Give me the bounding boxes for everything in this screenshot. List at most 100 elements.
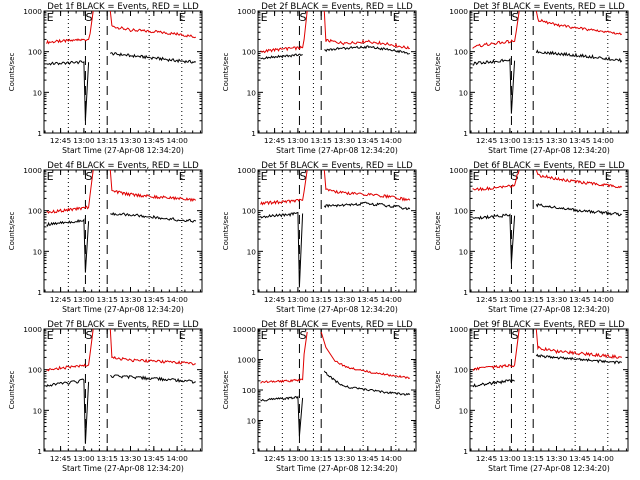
y-tick-label: 10 [459,247,469,256]
series-lld-segment [46,328,94,372]
series-events-segment [110,374,196,384]
panel-det-6: Det 6f BLACK = Events, RED = LLD Counts/s… [434,161,629,314]
x-tick-label: 14:00 [380,454,402,463]
x-tick-label: 13:00 [499,454,521,463]
plot-frame [469,10,629,134]
x-tick-label: 13:15 [523,295,545,304]
marker-e: E [179,11,186,24]
x-tick-label: 13:45 [357,454,379,463]
panel-title: Det 3f BLACK = Events, RED = LLD [473,2,625,12]
marker-e: E [393,329,400,342]
x-tick-label: 12:45 [476,454,498,463]
y-tick-label: 100 [242,207,256,216]
x-tick-label: 13:45 [569,136,591,145]
x-tick-label: 14:00 [592,136,614,145]
marker-e: E [47,11,54,24]
y-tick-label: 100 [454,48,468,57]
series-lld-segment [109,10,197,39]
panel-det-8: Det 8f BLACK = Events, RED = LLD Counts/s… [222,320,417,473]
x-tick-label: 13:15 [311,295,333,304]
marker-e: E [261,11,268,24]
y-tick-label: 1 [251,288,256,297]
marker-s: S [511,329,518,342]
series-events-segment [323,370,411,396]
x-tick-label: 13:45 [143,295,165,304]
y-tick-label: 1 [37,288,42,297]
panel-det-3: Det 3f BLACK = Events, RED = LLD Counts/s… [434,2,629,155]
series-lld-segment [260,331,308,384]
series-lld-segment [472,169,520,192]
series-events-segment [324,45,410,55]
x-axis-label: Start Time (27-Apr-08 12:34:20) [62,464,184,473]
x-tick-label: 13:30 [546,295,568,304]
series-events-segment [46,60,90,121]
marker-e: E [605,170,612,183]
series-events-segment [46,218,90,273]
series-lld-segment [472,328,520,371]
series-events-segment [109,51,197,64]
x-tick-label: 14:00 [166,295,188,304]
y-tick-label: 1000 [23,166,42,175]
x-tick-label: 12:45 [50,295,72,304]
y-tick-label: 1000 [449,7,468,16]
panel-det-9: Det 9f BLACK = Events, RED = LLD Counts/s… [434,320,629,473]
y-tick-label: 100 [242,48,256,57]
series-events-segment [323,201,411,211]
y-tick-label: 1 [37,447,42,456]
y-tick-label: 1 [463,288,468,297]
marker-s: S [299,11,306,24]
x-tick-label: 13:45 [143,136,165,145]
series-lld-segment [109,169,197,203]
x-tick-label: 12:45 [476,136,498,145]
x-tick-label: 14:00 [166,454,188,463]
plot-frame [257,328,417,452]
marker-s: S [511,11,518,24]
x-axis-label: Start Time (27-Apr-08 12:34:20) [276,464,398,473]
x-axis-label: Start Time (27-Apr-08 12:34:20) [488,464,610,473]
y-axis-label: Counts/sec [222,212,230,251]
y-tick-label: 10 [459,88,469,97]
y-tick-label: 1 [251,129,256,138]
x-axis-label: Start Time (27-Apr-08 12:34:20) [276,305,398,314]
x-tick-label: 13:00 [499,136,521,145]
marker-e: E [473,11,480,24]
y-tick-label: 1000 [449,325,468,334]
x-tick-label: 14:00 [380,136,402,145]
plot-frame [469,328,629,452]
x-axis-label: Start Time (27-Apr-08 12:34:20) [488,146,610,155]
y-axis-label: Counts/sec [8,212,16,251]
series-lld-segment [260,169,308,206]
y-tick-label: 1000 [23,325,42,334]
y-tick-label: 1000 [237,356,256,365]
panel-det-1: Det 1f BLACK = Events, RED = LLD Counts/s… [8,2,203,155]
x-tick-label: 12:45 [50,454,72,463]
panel-det-5: Det 5f BLACK = Events, RED = LLD Counts/s… [222,161,417,314]
marker-e: E [393,170,400,183]
y-tick-label: 100 [28,366,42,375]
x-tick-label: 12:45 [476,295,498,304]
panel-title: Det 6f BLACK = Events, RED = LLD [473,161,625,171]
series-events-segment [260,53,303,60]
x-tick-label: 13:30 [334,454,356,463]
plot-frame [43,328,203,452]
plot-frame [43,10,203,134]
y-tick-label: 10 [247,247,257,256]
y-tick-label: 10 [33,247,43,256]
x-tick-label: 14:00 [592,295,614,304]
panel-title: Det 1f BLACK = Events, RED = LLD [47,2,199,12]
panel-title: Det 5f BLACK = Events, RED = LLD [261,161,413,171]
x-tick-label: 13:00 [287,136,309,145]
marker-e: E [261,170,268,183]
y-tick-label: 10 [247,417,257,426]
x-tick-label: 13:30 [334,136,356,145]
x-tick-label: 12:45 [264,136,286,145]
marker-s: S [85,329,92,342]
series-lld-segment [323,169,411,202]
y-tick-label: 10 [459,406,469,415]
series-events-segment [110,211,197,223]
y-tick-label: 1000 [449,166,468,175]
x-axis-label: Start Time (27-Apr-08 12:34:20) [62,146,184,155]
x-axis-label: Start Time (27-Apr-08 12:34:20) [276,146,398,155]
marker-e: E [47,329,54,342]
marker-s: S [511,170,518,183]
